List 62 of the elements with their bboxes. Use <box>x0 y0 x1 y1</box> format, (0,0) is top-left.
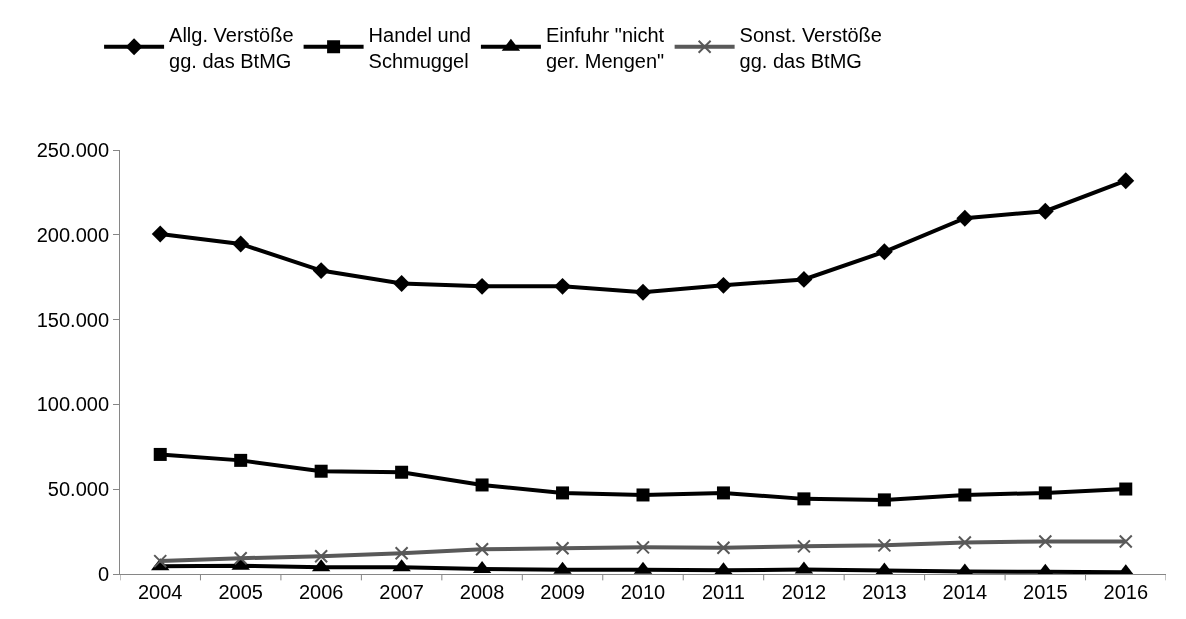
y-tick-label: 100.000 <box>36 393 109 416</box>
point <box>1119 482 1133 496</box>
legend-label: Allg. Verstöße gg. das BtMG <box>169 23 294 72</box>
point <box>877 538 892 553</box>
point <box>394 546 409 561</box>
point <box>153 554 168 569</box>
legend-label: Handel und Schmuggel <box>368 23 471 72</box>
y-tick-label: 200.000 <box>36 223 109 246</box>
x-tick-label: 2012 <box>781 581 827 603</box>
legend-label: Einfuhr "nicht ger. Mengen" <box>545 23 665 72</box>
point <box>232 235 250 253</box>
y-tick-label: 250.000 <box>36 139 109 161</box>
x-tick-label: 2004 <box>137 581 183 603</box>
point <box>393 275 411 292</box>
x-tick-label: 2010 <box>620 581 666 603</box>
point <box>1038 534 1053 549</box>
point <box>314 549 329 564</box>
point <box>797 492 811 506</box>
point <box>636 540 650 555</box>
point <box>957 535 972 550</box>
point <box>875 243 893 261</box>
point <box>395 465 409 479</box>
point <box>958 488 972 502</box>
x-tick-label: 2016 <box>1103 581 1149 603</box>
legend-label: Sonst. Verstöße gg. das BtMG <box>739 23 882 72</box>
x-tick-label: 2015 <box>1023 581 1068 603</box>
y-tick-label: 0 <box>97 563 109 585</box>
point <box>715 276 732 294</box>
point <box>556 486 570 500</box>
point <box>233 551 248 566</box>
point <box>234 453 248 467</box>
point <box>636 488 650 502</box>
x-tick-label: 2011 <box>701 581 745 603</box>
point <box>716 540 731 555</box>
x-tick-label: 2008 <box>459 581 505 603</box>
point <box>475 478 489 492</box>
point <box>554 277 571 295</box>
point <box>314 464 328 478</box>
point <box>312 262 330 280</box>
point <box>475 542 490 557</box>
point <box>1038 486 1052 500</box>
point <box>877 493 891 507</box>
point <box>153 447 167 461</box>
point <box>473 277 491 295</box>
y-tick-label: 50.000 <box>47 478 109 501</box>
x-tick-label: 2006 <box>298 581 344 603</box>
point <box>1118 534 1133 549</box>
point <box>634 283 652 301</box>
point <box>796 539 811 554</box>
y-tick-label: 150.000 <box>36 308 109 331</box>
x-tick-label: 2005 <box>218 581 263 603</box>
point <box>1036 202 1054 220</box>
x-tick-label: 2014 <box>942 581 988 603</box>
point <box>716 486 730 500</box>
point <box>151 225 169 243</box>
x-tick-label: 2007 <box>379 581 424 603</box>
point <box>795 270 813 288</box>
point <box>555 541 570 556</box>
x-tick-label: 2009 <box>540 581 585 603</box>
x-tick-label: 2013 <box>862 581 907 603</box>
point <box>1117 172 1135 190</box>
point <box>956 209 974 227</box>
